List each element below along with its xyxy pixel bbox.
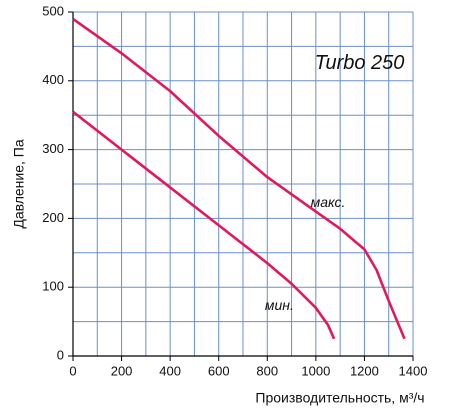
y-tick-label: 300 — [42, 141, 64, 156]
y-tick-label: 100 — [42, 279, 64, 294]
y-axis-label: Давление, Па — [11, 139, 27, 229]
annotation: мин. — [265, 297, 294, 313]
x-tick-label: 200 — [111, 363, 133, 378]
y-tick-label: 200 — [42, 210, 64, 225]
x-tick-label: 1200 — [350, 363, 379, 378]
x-tick-label: 0 — [69, 363, 76, 378]
annotation: Turbo 250 — [315, 52, 405, 74]
x-tick-label: 1400 — [399, 363, 428, 378]
annotation: макс. — [311, 194, 346, 210]
line — [72, 17, 406, 340]
y-tick-label: 500 — [42, 3, 64, 18]
x-tick-label: 600 — [208, 363, 230, 378]
line — [72, 110, 336, 340]
y-tick-label: 0 — [57, 347, 64, 362]
x-axis-label: Производительность, м³/ч — [255, 390, 424, 406]
x-tick-label: 800 — [256, 363, 278, 378]
x-tick-label: 1000 — [301, 363, 330, 378]
x-tick-label: 400 — [159, 363, 181, 378]
y-tick-label: 400 — [42, 72, 64, 87]
